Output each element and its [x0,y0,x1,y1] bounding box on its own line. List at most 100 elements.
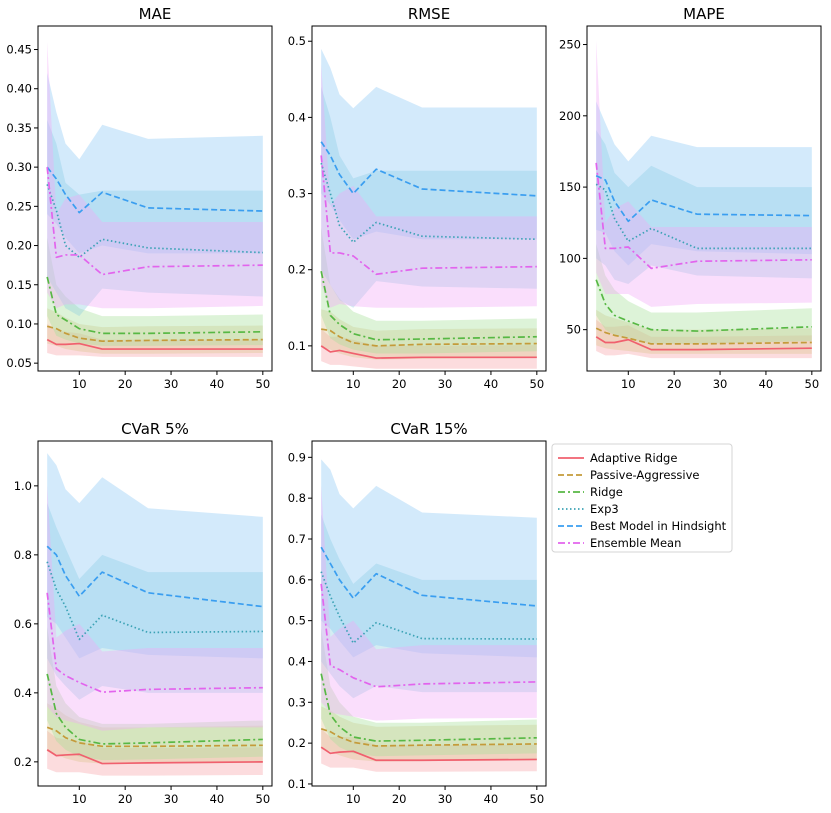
y-tick-label: 0.20 [6,239,32,253]
x-tick-label: 20 [392,792,407,806]
band-adaptive-ridge [47,730,263,776]
y-tick-label: 0.7 [288,532,306,546]
x-tick-label: 50 [805,377,820,391]
line-adaptive-ridge [46,749,263,765]
line-ridge [46,276,263,335]
y-tick-label: 50 [566,323,581,337]
y-tick-label: 0.5 [288,34,306,48]
y-tick-label: 200 [559,109,581,123]
y-tick-label: 0.9 [288,450,306,464]
band-exp3 [47,120,263,317]
y-tick-label: 0.1 [288,777,306,791]
band-ridge [321,227,537,354]
chart-title: RMSE [408,5,450,23]
line-best-model-in-hindsight [320,141,537,197]
x-tick-label: 30 [713,377,728,391]
chart-mae: MAE 10 20 30 40 50 0.05 0.10 0.15 0.20 0.25 0.30 0.3… [6,5,273,391]
line-ensemble-mean [46,167,263,276]
x-tick-label: 40 [759,377,774,391]
x-tick-label: 10 [621,377,636,391]
y-tick-label: 0.40 [6,82,32,96]
band-exp3 [596,130,812,285]
y-tick-label: 250 [559,38,581,52]
x-tick-label: 10 [346,792,361,806]
chart-cvar-5: CVaR 5% 10 20 30 40 50 0.2 0.4 0.6 0.8 1.0 [14,420,273,806]
y-tick-label: 0.2 [288,736,306,750]
chart-title: CVaR 15% [390,420,467,438]
axes-frame [311,440,547,787]
band-ensemble-mean [47,485,263,731]
band-ensemble-mean [596,40,812,307]
line-ridge [46,673,263,745]
x-tick-label: 40 [484,792,499,806]
y-tick-label: 0.8 [14,548,32,562]
y-tick-label: 150 [559,180,581,194]
line-exp3 [46,561,263,641]
legend-label-ridge: Ridge [590,485,623,499]
chart-title: MAPE [683,5,725,23]
y-tick-label: 0.45 [6,43,32,57]
x-tick-label: 30 [164,377,179,391]
x-tick-label: 30 [164,792,179,806]
legend: Adaptive Ridge Passive-Aggressive Ridge Exp… [551,443,733,553]
line-passive-aggressive [46,726,263,748]
band-ridge [47,237,263,346]
x-tick-label: 30 [438,792,453,806]
x-tick-label: 50 [530,792,545,806]
chart-title: CVaR 5% [121,420,189,438]
band-passive-aggressive [321,309,537,360]
axes-frame [586,25,822,372]
line-passive-aggressive [321,328,537,347]
line-best-model-in-hindsight [320,546,537,607]
chart-rmse: RMSE 10 20 30 40 50 0.1 0.2 0.3 0.4 0.5 [288,5,547,391]
y-tick-label: 0.6 [14,617,32,631]
legend-label-passive-aggressive: Passive-Aggressive [590,468,700,482]
y-tick-label: 0.2 [288,263,306,277]
band-passive-aggressive [321,706,537,762]
band-best-model-in-hindsight [47,73,263,254]
line-adaptive-ridge [46,338,263,350]
y-tick-label: 0.2 [14,755,32,769]
band-exp3 [321,86,537,308]
line-ensemble-mean [46,592,263,694]
y-tick-label: 0.6 [288,573,306,587]
band-adaptive-ridge [321,329,537,369]
legend-label-ensemble-mean: Ensemble Mean [590,536,681,550]
y-tick-label: 0.3 [288,187,306,201]
y-tick-label: 0.3 [288,695,306,709]
legend-label-exp3: Exp3 [590,502,619,516]
band-exp3 [321,514,537,699]
y-tick-label: 0.4 [14,686,32,700]
line-adaptive-ridge [320,345,537,359]
y-tick-label: 0.4 [288,654,306,668]
line-passive-aggressive [320,728,537,747]
y-tick-label: 0.15 [6,278,32,292]
x-tick-label: 20 [667,377,682,391]
line-ensemble-mean [595,162,812,270]
band-best-model-in-hindsight [596,101,812,266]
legend-label-best-model-in-hindsight: Best Model in Hindsight [590,519,727,533]
line-adaptive-ridge [595,336,812,351]
y-tick-label: 0.05 [6,356,32,370]
line-ridge [595,279,812,332]
band-exp3 [47,503,263,700]
line-passive-aggressive [46,325,263,343]
x-tick-label: 40 [484,377,499,391]
y-tick-label: 0.25 [6,199,32,213]
y-tick-label: 0.10 [6,317,32,331]
x-tick-label: 10 [72,377,87,391]
band-best-model-in-hindsight [47,453,263,659]
chart-cvar-15: CVaR 15% 10 20 30 40 50 0.1 0.2 0.3 0.4 0.5 0.6 0.7 0… [288,420,547,806]
legend-label-adaptive-ridge: Adaptive Ridge [590,451,677,465]
y-tick-label: 0.8 [288,491,306,505]
axes-frame [37,440,273,787]
band-best-model-in-hindsight [321,48,537,240]
axes-frame [37,25,273,372]
band-best-model-in-hindsight [321,459,537,658]
band-passive-aggressive [47,703,263,764]
band-ridge [321,628,537,757]
line-best-model-in-hindsight [595,174,812,223]
line-exp3 [320,162,537,244]
band-ensemble-mean [321,64,537,308]
